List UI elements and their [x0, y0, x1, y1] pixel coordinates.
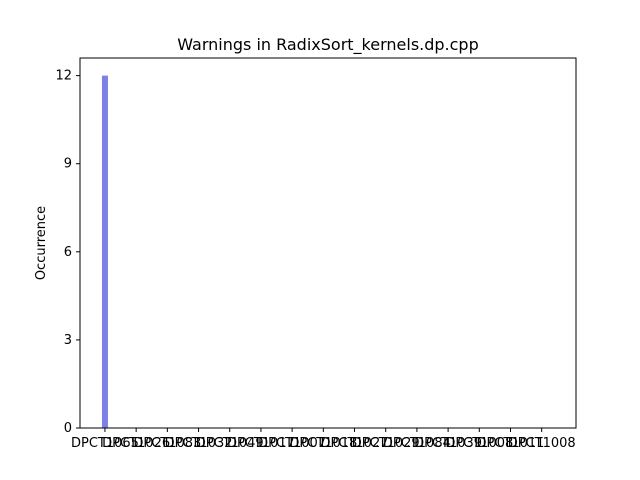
x-tick-label: DPCT1017	[227, 436, 295, 451]
x-tick-label: DPCT1083	[133, 436, 201, 451]
y-tick-label: 6	[64, 245, 72, 260]
x-tick-label: DPCT1008	[508, 436, 576, 451]
x-tick-label: DPCT1049	[196, 436, 264, 451]
x-tick-label: DPCT1029	[352, 436, 420, 451]
x-tick-label: DPCT1039	[414, 436, 482, 451]
y-tick-label: 3	[64, 333, 72, 348]
y-tick-label: 0	[64, 421, 72, 436]
bar	[101, 75, 108, 428]
plot-frame	[79, 57, 577, 429]
plot-area: 036912DPCT1065DPCT1026DPCT1083DPCT1032DP…	[55, 69, 575, 451]
x-tick-label: DPCT1027	[321, 436, 389, 451]
y-tick-label: 9	[64, 157, 72, 172]
x-tick-label: DPCT1065	[71, 436, 139, 451]
x-tick-label: DPCT1007	[258, 436, 326, 451]
x-tick-label: DPCT1008	[445, 436, 513, 451]
x-tick-label: DPCT1026	[102, 436, 170, 451]
x-tick-label: DPCT1018	[289, 436, 357, 451]
x-tick-label: DPCT1084	[383, 436, 451, 451]
x-tick-label: DPCT1032	[165, 436, 233, 451]
y-tick-label: 12	[55, 69, 72, 84]
chart-title: Warnings in RadixSort_kernels.dp.cpp	[177, 35, 479, 55]
x-tick-label: DPCT1011	[477, 436, 545, 451]
y-axis-label: Occurrence	[34, 206, 49, 280]
